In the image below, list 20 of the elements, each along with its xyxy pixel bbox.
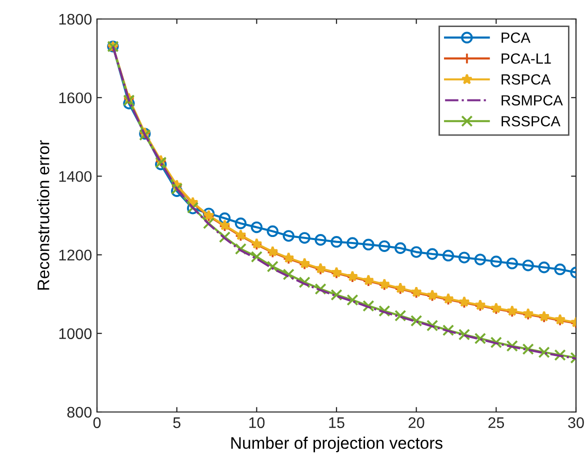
legend-label: RSMPCA — [502, 95, 563, 106]
y-tick-label: 1200 — [59, 250, 92, 260]
x-axis-title: Number of projection vectors — [231, 436, 442, 452]
x-tick-label: 10 — [249, 417, 265, 428]
legend-label: PCA-L1 — [502, 53, 551, 64]
x-tick-label: 30 — [568, 417, 584, 428]
y-tick-label: 1000 — [59, 328, 92, 340]
y-axis-title: Reconstruction error — [37, 140, 50, 290]
y-tick-label: 1600 — [59, 92, 92, 104]
x-tick-label: 0 — [93, 417, 101, 428]
y-tick-label: 800 — [67, 406, 92, 418]
y-tick-label: 1800 — [59, 14, 92, 25]
x-tick-label: 20 — [408, 417, 424, 428]
legend-label: RSSPCA — [502, 116, 560, 126]
x-tick-label: 5 — [173, 417, 180, 428]
x-tick-label: 25 — [488, 417, 504, 428]
legend-label: RSPCA — [502, 74, 551, 85]
legend-label: PCA — [502, 32, 530, 43]
y-tick-label: 1400 — [59, 171, 92, 182]
x-tick-label: 15 — [329, 417, 344, 428]
